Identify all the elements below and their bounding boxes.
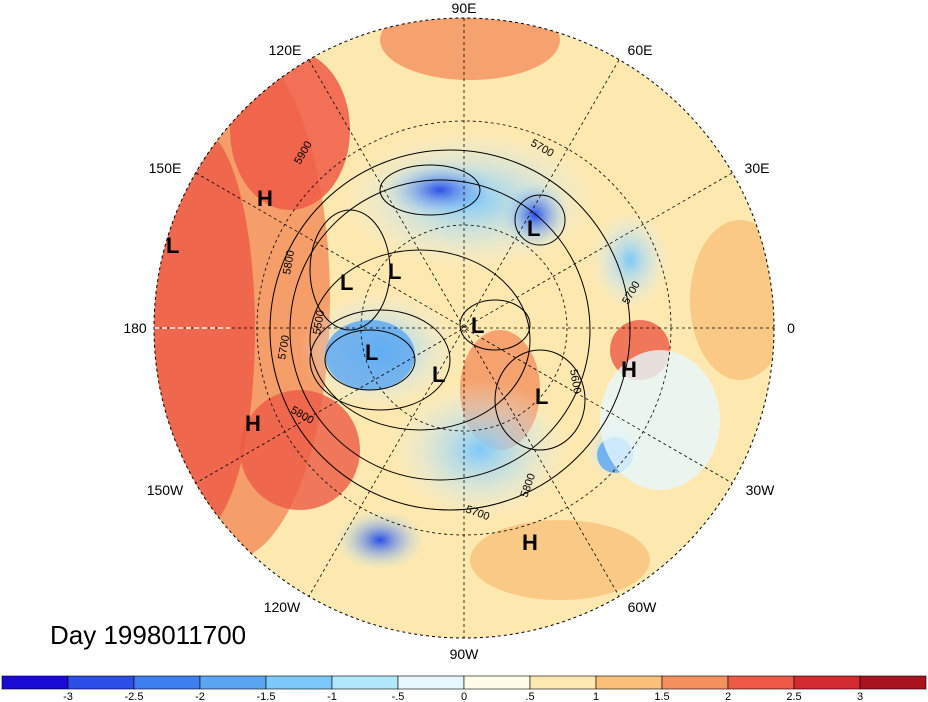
contour-label: 5800 — [281, 249, 297, 275]
colorbar-swatch — [67, 675, 135, 690]
lon-label-60e: 60E — [628, 42, 653, 58]
colorbar-swatch — [133, 675, 201, 690]
colorbar-swatch — [661, 675, 729, 690]
lon-label-150e: 150E — [149, 160, 182, 176]
high-center-marker: H — [257, 186, 273, 211]
lon-label-150w: 150W — [147, 482, 184, 498]
low-center-marker: L — [166, 233, 179, 258]
low-center-marker: L — [527, 216, 540, 241]
colorbar-swatch — [529, 675, 597, 690]
map-title: Day 1998011700 — [50, 620, 247, 650]
graticule — [154, 18, 774, 638]
colorbar-swatch — [859, 675, 927, 690]
lon-label-30e: 30E — [745, 160, 770, 176]
lon-label-90w: 90W — [450, 646, 480, 662]
lon-label-120e: 120E — [269, 42, 302, 58]
pressure-centers: H L L L L L L H L L H H — [166, 186, 637, 555]
colorbar-swatch — [463, 675, 531, 690]
colorbar-swatch — [1, 675, 69, 690]
colorbar-tick-label: -2.5 — [125, 691, 144, 702]
lon-label-120w: 120W — [264, 599, 301, 615]
contour-label: 5700 — [276, 334, 292, 360]
low-center-marker: L — [388, 259, 401, 284]
colorbar-tick-label: 0 — [461, 691, 467, 702]
colorbar-swatch — [595, 675, 663, 690]
lon-label-0: 0 — [787, 320, 795, 336]
colorbar-swatch — [397, 675, 465, 690]
low-center-marker: L — [535, 384, 548, 409]
lon-label-30w: 30W — [746, 482, 776, 498]
lon-label-60w: 60W — [628, 599, 658, 615]
anomaly-field — [154, 18, 774, 638]
longitude-labels: 90E 120E 60E 150E 30E 180 0 150W 30W 120… — [123, 0, 795, 662]
height-contours — [269, 149, 631, 511]
colorbar-tick-label: -1 — [327, 691, 337, 702]
contour-label: 5600 — [567, 368, 583, 394]
colorbar-tick-label: 1 — [593, 691, 599, 702]
colorbar-swatch — [331, 675, 399, 690]
colorbar-tick-label: 3 — [857, 691, 863, 702]
lon-label-90e: 90E — [452, 0, 477, 16]
low-center-marker: L — [365, 340, 378, 365]
low-center-marker: L — [471, 313, 484, 338]
colorbar-tick-label: 2 — [725, 691, 731, 702]
colorbar-swatch — [265, 675, 333, 690]
colorbar-tick-label: -.5 — [392, 691, 405, 702]
contour-label: 5500 — [311, 309, 327, 335]
high-center-marker: H — [621, 357, 637, 382]
high-center-marker: H — [522, 530, 538, 555]
colorbar-swatch — [793, 675, 861, 690]
colorbar-swatch — [199, 675, 267, 690]
low-center-marker: L — [340, 270, 353, 295]
colorbar: -3 -2.5 -2 -1.5 -1 -.5 0 .5 1 1.5 2 2.5 3 — [1, 675, 927, 702]
colorbar-swatch — [727, 675, 795, 690]
high-center-marker: H — [245, 411, 261, 436]
colorbar-tick-label: -3 — [63, 691, 73, 702]
colorbar-tick-label: 1.5 — [654, 691, 669, 702]
low-center-marker: L — [432, 362, 445, 387]
colorbar-tick-label: .5 — [525, 691, 534, 702]
colorbar-tick-label: -1.5 — [257, 691, 276, 702]
colorbar-tick-label: -2 — [195, 691, 205, 702]
lon-label-180: 180 — [123, 320, 147, 336]
map-border — [153, 17, 775, 639]
colorbar-tick-label: 2.5 — [786, 691, 801, 702]
